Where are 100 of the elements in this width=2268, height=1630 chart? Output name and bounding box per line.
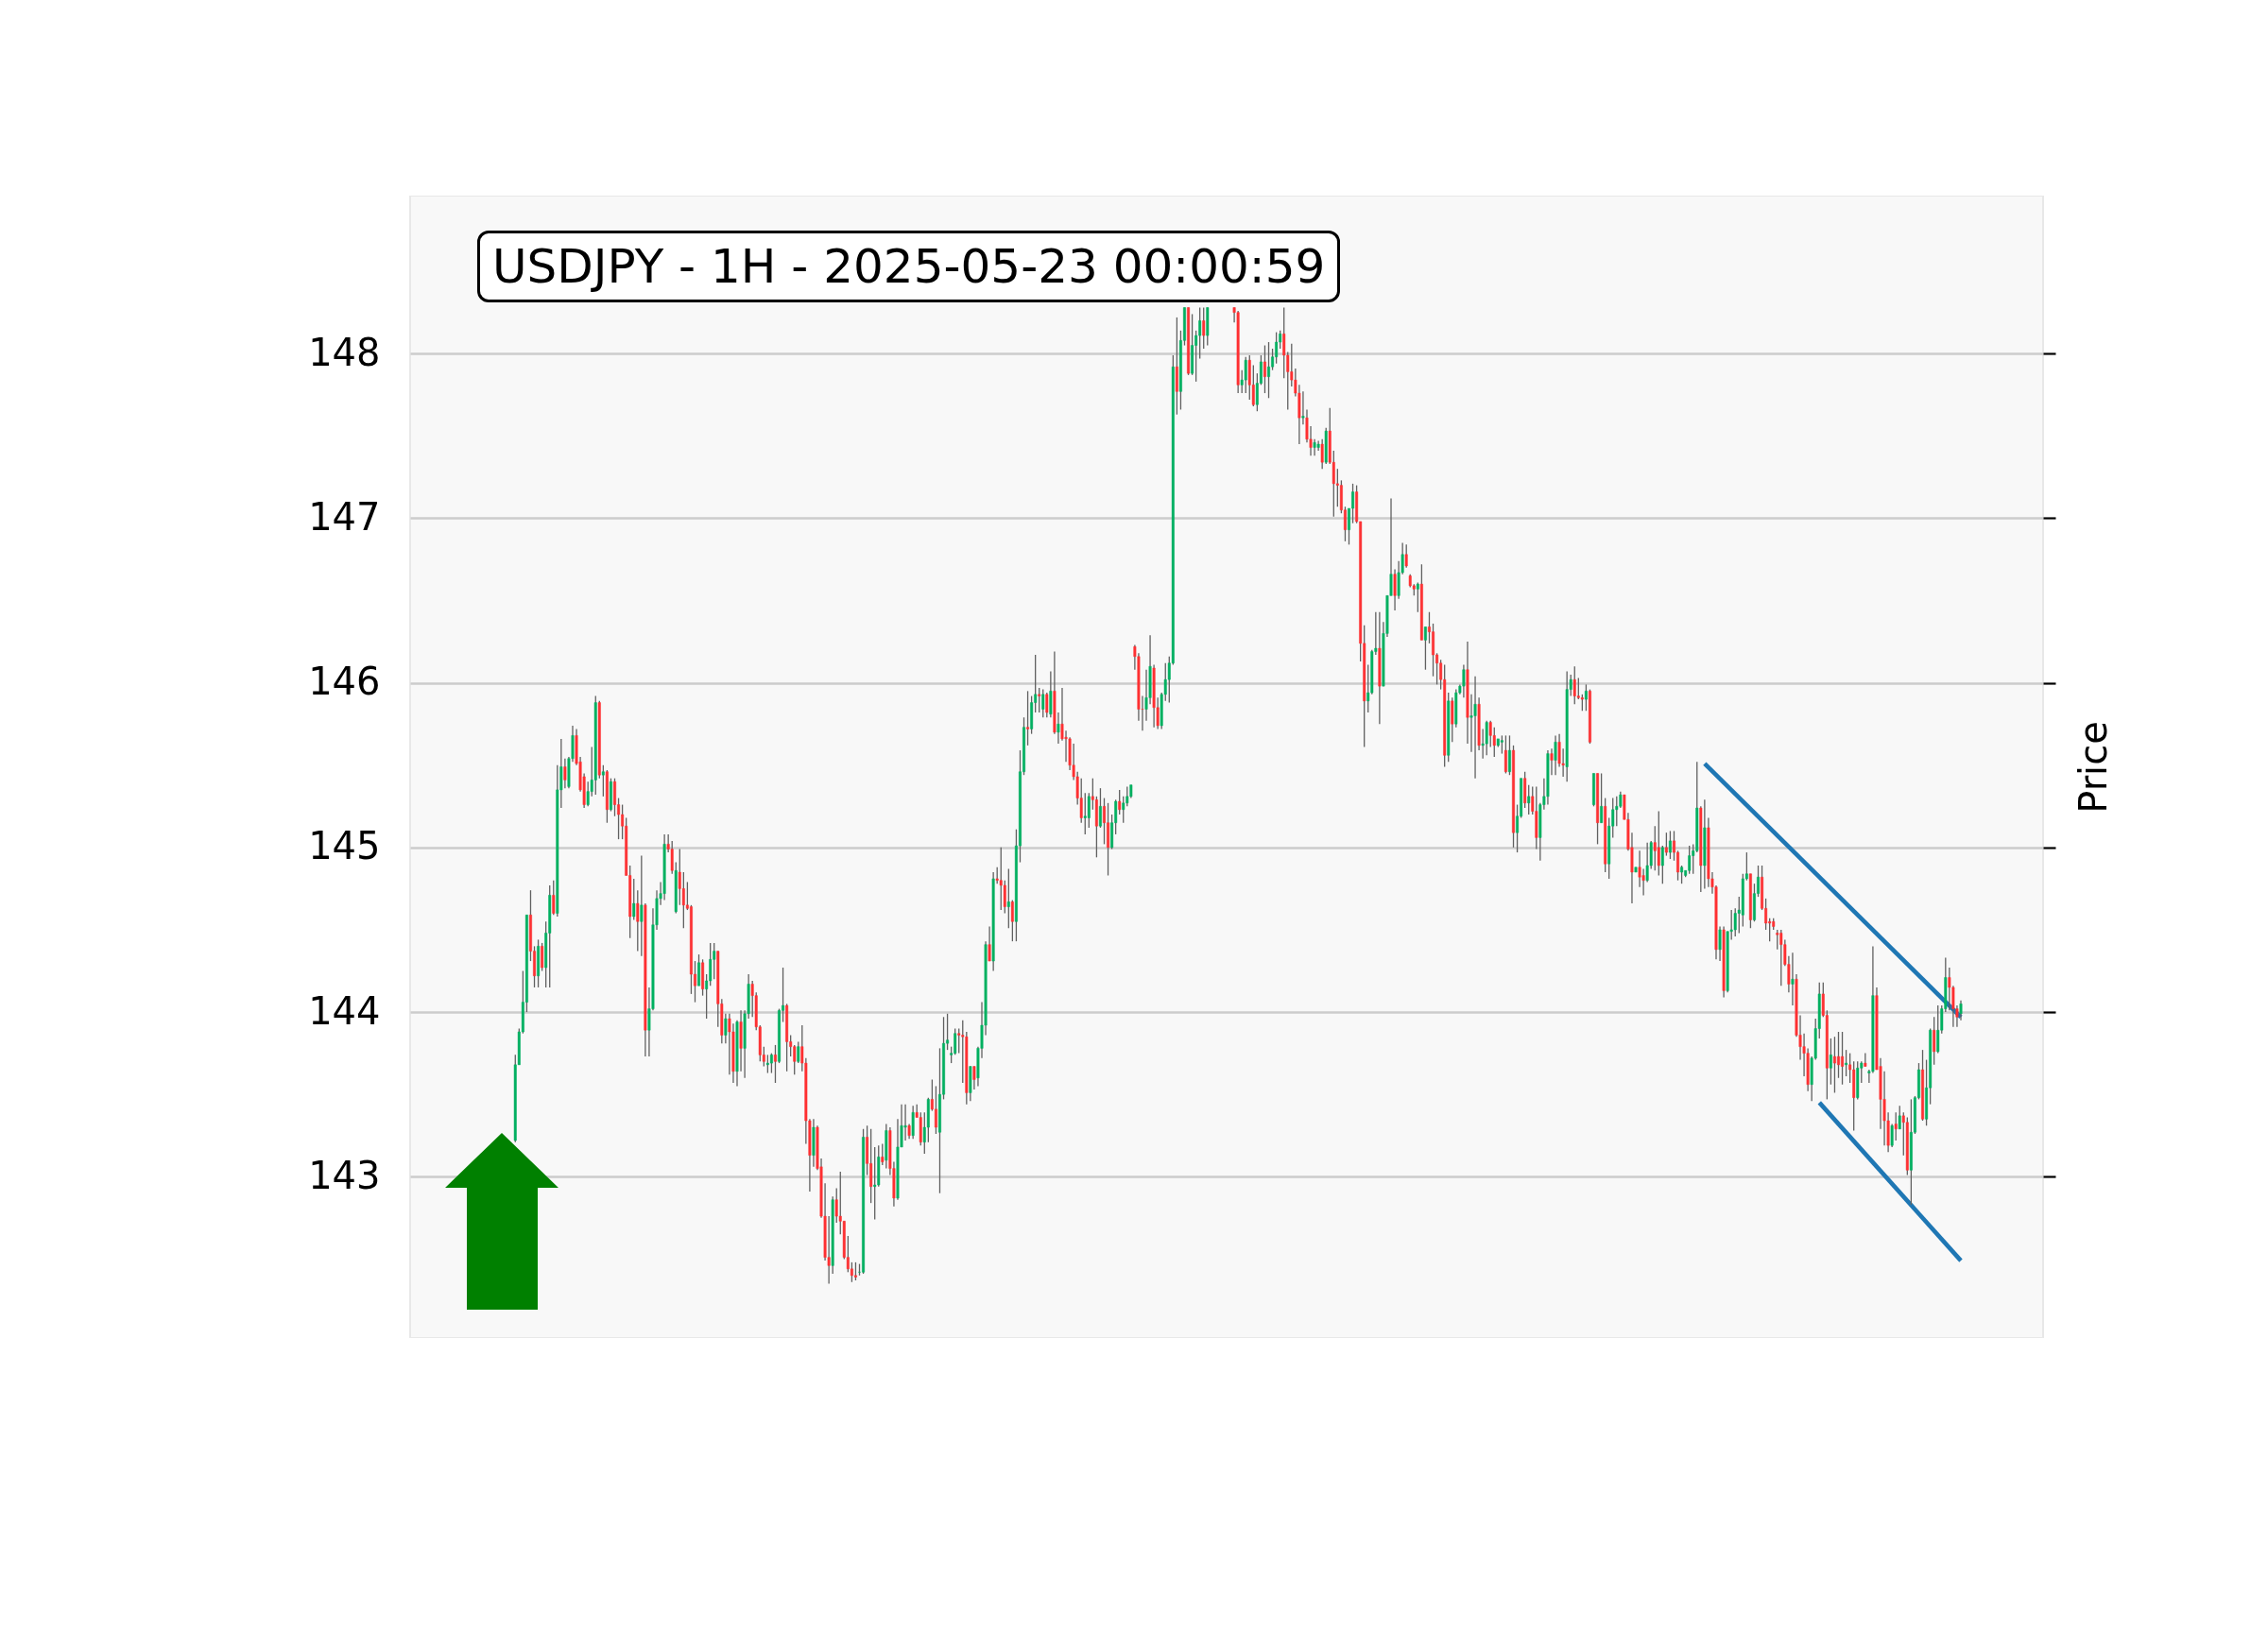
y-tick-label: 147 xyxy=(308,494,381,539)
candlestick xyxy=(1890,1123,1894,1148)
candlestick xyxy=(1098,787,1102,829)
candlestick xyxy=(1057,712,1060,745)
candlestick xyxy=(1473,676,1477,780)
candlestick xyxy=(793,1044,797,1075)
candlestick xyxy=(778,1007,781,1064)
candlestick xyxy=(1653,825,1657,871)
candlestick xyxy=(954,1027,957,1056)
candlestick xyxy=(873,1146,877,1221)
candlestick xyxy=(1198,306,1202,360)
candlestick xyxy=(713,942,716,980)
candlestick xyxy=(1680,865,1684,884)
candlestick xyxy=(1485,720,1488,756)
candlestick xyxy=(988,925,991,962)
candlestick xyxy=(1664,832,1668,857)
candlestick xyxy=(834,1187,838,1224)
candlestick xyxy=(697,953,700,987)
candlestick xyxy=(1837,1031,1840,1079)
candlestick xyxy=(769,1052,773,1074)
candlestick xyxy=(797,1040,800,1064)
candlestick xyxy=(1320,438,1324,470)
y-tick-label: 146 xyxy=(308,660,381,704)
y-tick-label: 148 xyxy=(308,330,381,374)
candlestick xyxy=(1083,792,1087,835)
candlestick xyxy=(1921,1049,1924,1122)
candlestick xyxy=(613,778,616,817)
candlestick xyxy=(1026,690,1030,746)
candlestick xyxy=(1668,830,1672,860)
candlestick xyxy=(999,847,1003,911)
candlestick xyxy=(765,1054,769,1074)
candlestick xyxy=(1527,784,1531,815)
candlestick xyxy=(1733,907,1737,937)
candlestick xyxy=(1508,734,1511,776)
candlestick xyxy=(938,1047,941,1194)
candlestick xyxy=(1103,797,1106,846)
candlestick xyxy=(1776,929,1779,951)
candlestick xyxy=(1488,720,1492,748)
candlestick xyxy=(1393,568,1397,611)
candlestick xyxy=(1550,747,1554,776)
candlestick xyxy=(563,758,567,789)
candlestick xyxy=(632,878,636,921)
candlestick xyxy=(1267,341,1270,399)
candlestick xyxy=(1600,772,1604,824)
candlestick xyxy=(1006,867,1010,929)
candlestick xyxy=(1432,623,1435,678)
candlestick xyxy=(1462,663,1466,698)
candlestick xyxy=(1592,772,1595,807)
text: USDJPY - 1H - 2025-05-23 00:00:59 xyxy=(477,231,1341,302)
candlestick xyxy=(1572,665,1576,705)
candlestick xyxy=(1107,802,1110,877)
candlestick xyxy=(1045,692,1049,718)
candlestick xyxy=(1125,785,1129,807)
y-axis-title: Price xyxy=(2070,721,2115,814)
candlestick xyxy=(1187,306,1190,376)
candlestick xyxy=(1933,1016,1936,1066)
y-tick-label: 143 xyxy=(308,1153,381,1197)
candlestick xyxy=(689,904,693,995)
candlestick xyxy=(1416,581,1419,613)
candlestick xyxy=(609,778,612,813)
candlestick xyxy=(1244,356,1247,394)
candlestick xyxy=(640,854,644,957)
candlestick xyxy=(1503,734,1507,775)
y-tick-label: 144 xyxy=(308,988,381,1033)
candlestick xyxy=(1936,1004,1940,1055)
candlestick xyxy=(1615,796,1619,827)
candlestick xyxy=(1718,925,1722,962)
candlestick xyxy=(552,880,556,916)
candlestick xyxy=(1554,734,1557,776)
candlestick xyxy=(1500,734,1503,755)
candlestick xyxy=(1038,687,1041,713)
candlestick xyxy=(678,848,681,906)
candlestick xyxy=(1512,745,1515,849)
candlestick xyxy=(1688,845,1692,875)
candlestick xyxy=(934,1085,937,1135)
candlestick xyxy=(601,764,605,798)
candlestick xyxy=(1423,626,1427,671)
candlestick xyxy=(1313,438,1316,456)
candlestick xyxy=(1202,306,1206,350)
candlestick xyxy=(1660,845,1664,884)
candlestick xyxy=(1791,952,1795,1006)
candlestick xyxy=(541,942,544,972)
candlestick xyxy=(862,1128,866,1275)
y-tick-label: 145 xyxy=(308,824,381,868)
candlestick xyxy=(1779,929,1783,987)
candlestick xyxy=(1010,899,1014,942)
candlestick xyxy=(774,1044,777,1084)
candlestick xyxy=(709,942,713,987)
candlestick xyxy=(1832,1036,1836,1094)
candlestick xyxy=(853,1261,857,1281)
candlestick xyxy=(1041,688,1045,718)
candlestick xyxy=(1657,810,1660,877)
candlestick xyxy=(1829,1038,1832,1086)
candlestick xyxy=(586,781,590,807)
candlestick xyxy=(1263,344,1266,394)
candlestick xyxy=(1596,772,1600,846)
candlestick xyxy=(1841,1031,1845,1086)
candlestick xyxy=(1275,331,1279,365)
candlestick xyxy=(1584,683,1588,712)
candlestick xyxy=(1845,1049,1848,1077)
